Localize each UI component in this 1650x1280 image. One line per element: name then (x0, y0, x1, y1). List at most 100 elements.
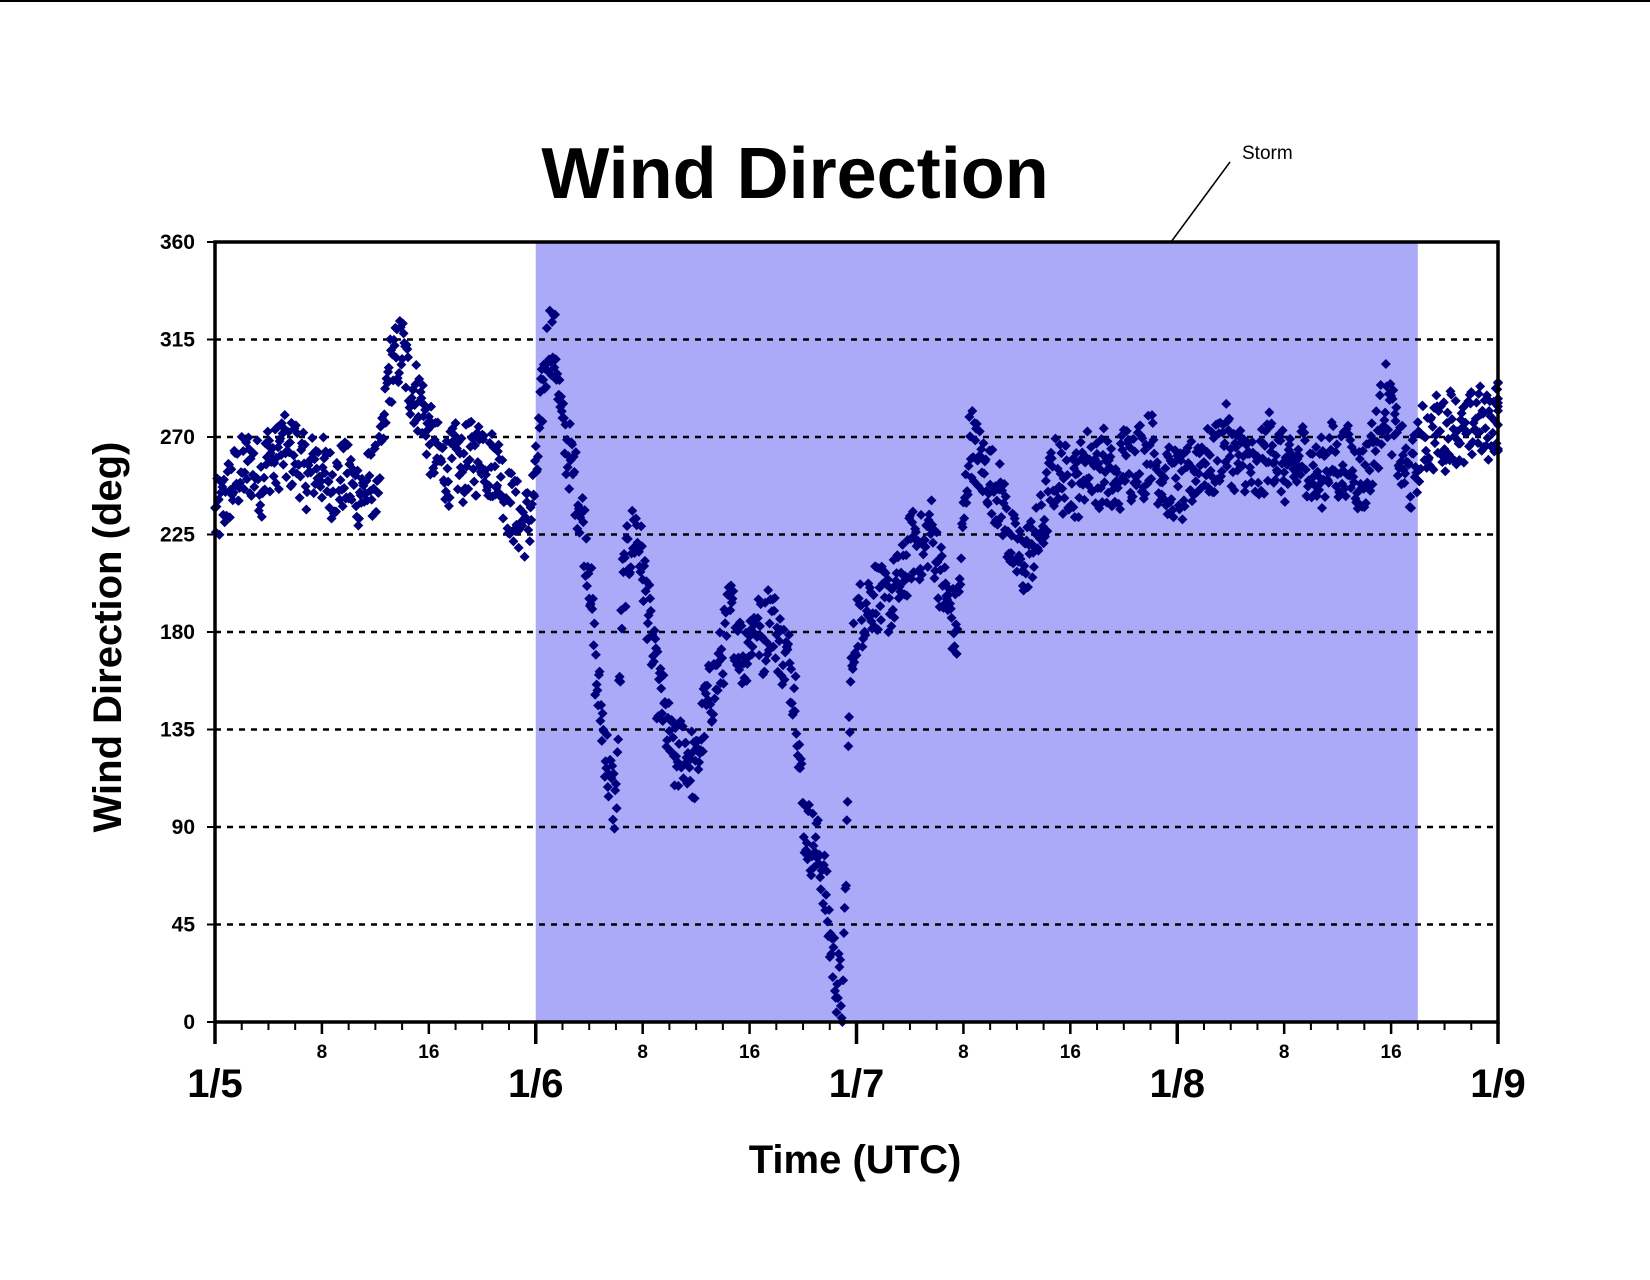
data-point (241, 474, 252, 485)
data-point (778, 624, 789, 635)
data-point (610, 779, 621, 790)
data-point (658, 670, 669, 681)
x-hour-label: 16 (1381, 1042, 1402, 1063)
data-point (1466, 387, 1477, 398)
data-point (1137, 433, 1148, 444)
data-point (1068, 502, 1079, 513)
data-point (541, 323, 552, 334)
data-point (957, 522, 968, 533)
data-point (610, 785, 621, 796)
data-point (718, 678, 729, 689)
data-point (506, 468, 517, 479)
data-point (469, 476, 480, 487)
data-point (284, 437, 295, 448)
y-tick-label: 135 (160, 719, 195, 742)
data-point (649, 625, 660, 636)
data-point (1050, 433, 1061, 444)
data-point (1397, 420, 1408, 431)
data-point (1042, 526, 1053, 537)
data-point (530, 441, 541, 452)
data-point (1285, 433, 1296, 444)
data-point (971, 418, 982, 429)
data-point (1317, 503, 1328, 514)
data-point (364, 470, 375, 481)
data-point (561, 469, 572, 480)
data-point (754, 650, 765, 661)
data-point (1242, 436, 1253, 447)
data-point (705, 699, 716, 710)
data-point (1001, 503, 1012, 514)
data-point (831, 1007, 842, 1018)
data-point (1038, 538, 1049, 549)
data-point (752, 613, 763, 624)
data-point (1190, 476, 1201, 487)
data-point (1471, 397, 1482, 408)
data-point (1284, 439, 1295, 450)
data-point (1172, 481, 1183, 492)
data-point (819, 850, 830, 861)
data-point (686, 726, 697, 737)
data-point (844, 711, 855, 722)
data-point (389, 340, 400, 351)
data-point (595, 715, 606, 726)
data-point (1412, 417, 1423, 428)
data-point (1442, 407, 1453, 418)
y-tick-label: 0 (183, 1011, 195, 1034)
data-point (294, 492, 305, 503)
data-point (302, 487, 313, 498)
data-point (1232, 465, 1243, 476)
x-day-label: 1/6 (508, 1062, 564, 1106)
data-point (550, 309, 561, 320)
data-point (537, 416, 548, 427)
data-point (1323, 477, 1334, 488)
data-point (446, 453, 457, 464)
data-point (1079, 494, 1090, 505)
data-point (1391, 402, 1402, 413)
data-point (615, 676, 626, 687)
data-point (636, 541, 647, 552)
data-point (594, 666, 605, 677)
data-point (473, 421, 484, 432)
data-point (642, 618, 653, 629)
data-point (717, 669, 728, 680)
data-point (1035, 490, 1046, 501)
data-point (1170, 473, 1181, 484)
data-point (1307, 449, 1318, 460)
data-point (1473, 388, 1484, 399)
data-point (578, 517, 589, 528)
data-point (630, 513, 641, 524)
data-point (779, 674, 790, 685)
data-point (1340, 483, 1351, 494)
data-point (246, 490, 257, 501)
data-point (259, 472, 270, 483)
data-point (1266, 418, 1277, 429)
data-point (922, 561, 933, 572)
data-point (1239, 486, 1250, 497)
data-point (1106, 443, 1117, 454)
data-point (855, 579, 866, 590)
data-point (1235, 425, 1246, 436)
data-point (524, 536, 535, 547)
data-point (924, 509, 935, 520)
data-point (426, 401, 437, 412)
data-point (636, 521, 647, 532)
data-point (1270, 475, 1281, 486)
data-point (616, 623, 627, 634)
data-point (980, 454, 991, 465)
data-point (1020, 568, 1031, 579)
data-point (1146, 473, 1157, 484)
data-point (588, 640, 599, 651)
data-point (1370, 446, 1381, 457)
data-point (1224, 451, 1235, 462)
data-point (319, 467, 330, 478)
data-point (1186, 436, 1197, 447)
data-point (1331, 439, 1342, 450)
data-point (1253, 477, 1264, 488)
data-point (313, 447, 324, 458)
data-point (986, 508, 997, 519)
data-point (1121, 426, 1132, 437)
data-point (607, 814, 618, 825)
data-point (1460, 417, 1471, 428)
data-point (218, 474, 229, 485)
data-point (1179, 501, 1190, 512)
